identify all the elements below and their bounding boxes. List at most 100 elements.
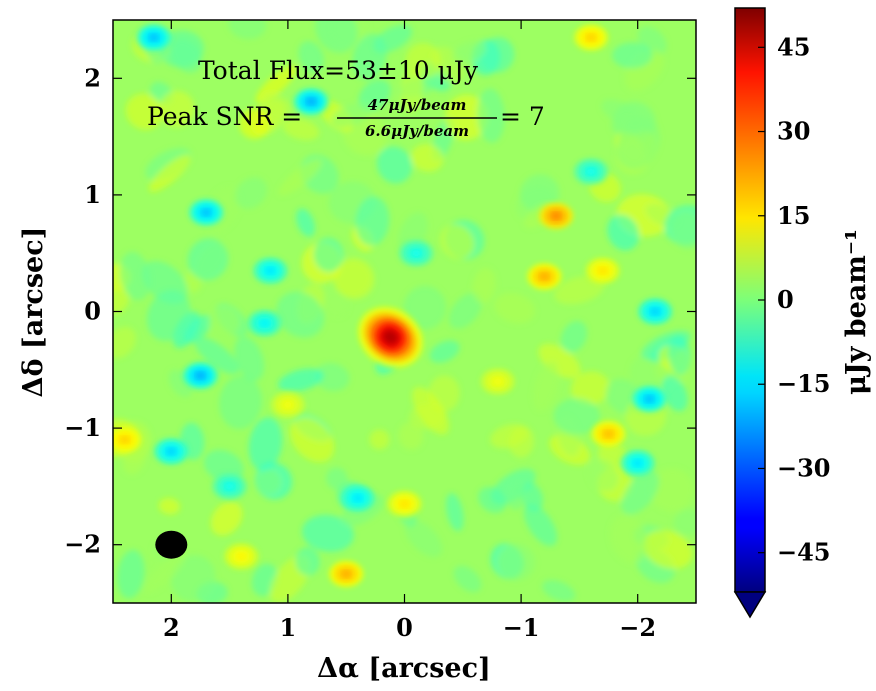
snr-suffix: = 7 [500,102,545,131]
colorbar-tick-label: 30 [777,117,810,146]
map-feature-level [400,500,409,508]
snr-prefix: Peak SNR = [147,102,302,131]
map-feature [620,450,655,477]
noise-blob [295,547,320,576]
map-feature [585,257,620,284]
noise-blob [429,340,460,363]
x-axis-label: Δα [arcsec] [317,653,491,684]
map-feature-level [586,168,596,175]
colorbar-extend-triangle [733,591,767,619]
noise-blob [148,154,191,193]
noise-blob [314,363,350,392]
noise-blob [255,65,297,104]
noise-blob [219,375,262,430]
noise-blob [506,480,527,510]
noise-blob [117,549,145,599]
noise-blob [234,336,265,381]
map-feature-level [149,34,159,41]
map-feature [387,490,422,517]
map-feature [638,298,673,325]
total-flux-annotation: Total Flux=53±10 μJy [198,56,479,85]
noise-blob [445,493,464,532]
noise-blob [452,40,487,64]
map-feature-level [604,430,613,438]
colorbar-tick-label: 45 [777,32,810,61]
noise-blob [323,291,349,317]
noise-blob [668,335,691,375]
map-feature [399,240,434,267]
noise-blob [331,102,373,128]
noise-blob [533,361,559,411]
noise-blob [650,468,694,512]
noise-blob [480,37,515,73]
noise-blob [355,196,390,246]
noise-blob [183,315,212,344]
heatmap-area [113,20,696,603]
y-tick-label: 2 [84,63,101,92]
feature-layer [113,24,673,587]
noise-blob [146,289,191,342]
noise-blob [239,108,270,140]
y-axis-ticks: 2 1 0 −1 −2 [64,63,696,559]
x-tick-label: −1 [503,613,540,642]
noise-blob [369,429,390,450]
noise-blob [490,423,529,449]
noise-blob [538,343,581,379]
colorbar-tick-label: 0 [777,285,794,314]
noise-blob [439,224,474,260]
map-feature-level [586,34,596,41]
noise-blob [262,92,293,115]
noise-blob [411,144,444,172]
map-feature [329,560,364,587]
map-feature [294,88,329,115]
noise-blob [453,565,482,593]
source-emission [383,330,398,344]
noise-blob [621,471,660,515]
map-feature-level [633,459,642,467]
map-feature-level [650,308,660,315]
y-axis-label: Δδ [arcsec] [18,227,49,398]
map-feature-level [225,483,234,490]
noise-blob [333,257,375,300]
noise-blob [278,368,324,392]
noise-blob [248,417,283,471]
noise-blob [412,386,449,435]
map-feature [113,426,142,453]
colorbar-tick-label: −15 [777,369,831,398]
x-axis-ticks: 2 1 0 −1 −2 [163,20,656,642]
map-feature-level [237,553,246,560]
noise-blob [315,20,358,53]
map-feature-level [411,249,421,257]
noise-blob [673,508,696,536]
noise-blob [542,579,576,602]
noise-blob [588,459,619,492]
noise-blob [554,275,605,305]
noise-blob [295,208,316,237]
map-feature [270,391,305,418]
noise-blob [643,530,693,569]
noise-blob [373,24,413,53]
map-feature-level [202,209,211,216]
noise-blob [403,285,447,330]
map-feature [539,202,574,229]
noise-blob [171,554,216,602]
map-feature-level [196,372,205,379]
noise-blob [158,497,180,515]
map-feature-level [306,98,316,105]
noise-blob [326,467,348,490]
noise-blob [208,306,240,338]
noise-blob [119,251,151,301]
map-feature [574,158,609,185]
noise-blob [616,117,660,170]
noise-blob [235,177,268,209]
noise-blob [278,159,322,196]
noise-blob [145,551,187,593]
noise-blob [228,20,267,40]
colorbar-tick-label: −45 [777,538,831,567]
colorbar-tick-label: 15 [777,201,810,230]
noise-blob [276,291,325,338]
source-layer [358,307,423,368]
snr-denominator: 6.6μJy/beam [365,122,469,140]
noise-blob [571,371,610,406]
noise-blob [194,336,240,375]
